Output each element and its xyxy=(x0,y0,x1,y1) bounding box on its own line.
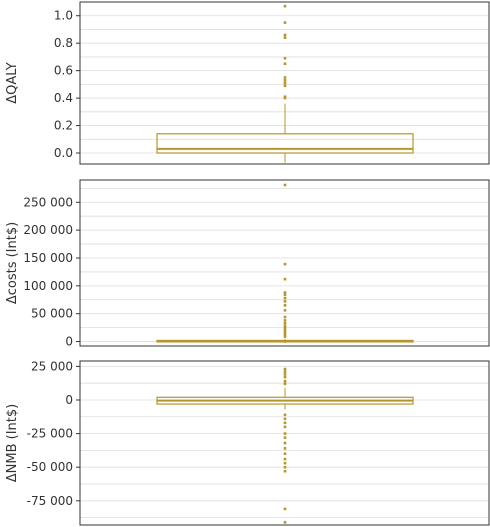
outlier-point xyxy=(283,413,287,417)
outlier-point xyxy=(283,373,287,376)
outlier-point xyxy=(283,331,287,334)
outlier-point xyxy=(283,62,287,66)
outlier-point xyxy=(283,95,287,99)
outlier-point xyxy=(283,183,287,187)
y-tick-label: 0 xyxy=(65,335,73,349)
outlier-point xyxy=(283,321,287,325)
outlier-point xyxy=(283,465,287,469)
outlier-point xyxy=(283,84,287,88)
y-tick-label: 250 000 xyxy=(23,195,73,209)
outlier-point xyxy=(283,436,287,439)
y-tick-label: 25 000 xyxy=(31,359,73,373)
outlier-point xyxy=(283,329,287,332)
y-axis-label: ΔQALY xyxy=(5,62,20,104)
y-tick-label: 150 000 xyxy=(23,251,73,265)
outlier-point xyxy=(283,461,287,465)
outlier-point xyxy=(283,417,287,421)
y-tick-label: 0.6 xyxy=(54,64,73,78)
outlier-point xyxy=(283,452,287,456)
outlier-point xyxy=(283,309,287,312)
outlier-point xyxy=(283,333,287,337)
outlier-point xyxy=(283,379,287,383)
y-tick-label: -75 000 xyxy=(27,494,73,508)
panel-frame xyxy=(79,360,490,526)
y-tick-label: 0 xyxy=(65,393,73,407)
outlier-point xyxy=(283,441,287,445)
outlier-point xyxy=(283,36,287,39)
outlier-point xyxy=(283,432,287,435)
outlier-point xyxy=(283,335,287,338)
outlier-point xyxy=(283,4,287,8)
outlier-point xyxy=(283,421,287,425)
y-tick-label: 0.2 xyxy=(54,119,73,133)
y-axis-label: ΔNMB (Int$) xyxy=(5,404,20,482)
outlier-point xyxy=(283,469,287,473)
outlier-point xyxy=(283,21,287,24)
outlier-point xyxy=(283,76,287,79)
outlier-point xyxy=(283,367,287,371)
outlier-point xyxy=(283,262,287,266)
outlier-point xyxy=(283,96,287,100)
outlier-point xyxy=(283,319,287,322)
outlier-point xyxy=(283,293,287,297)
outlier-point xyxy=(283,370,287,374)
outlier-point xyxy=(283,304,287,307)
outlier-point xyxy=(283,375,287,379)
y-tick-label: -50 000 xyxy=(27,460,73,474)
y-tick-label: 50 000 xyxy=(31,307,73,321)
y-tick-label: 200 000 xyxy=(23,223,73,237)
iqr-box xyxy=(156,133,414,154)
outlier-point xyxy=(283,277,287,281)
outlier-point xyxy=(283,425,287,429)
panel-frame xyxy=(79,1,490,165)
outlier-point xyxy=(283,33,287,37)
outlier-point xyxy=(283,56,287,60)
outlier-point xyxy=(283,78,287,82)
outlier-point xyxy=(283,324,287,328)
outlier-point xyxy=(283,291,287,294)
outlier-point xyxy=(283,296,287,300)
outlier-point xyxy=(283,457,287,461)
outlier-point xyxy=(283,382,287,386)
y-tick-label: 1.0 xyxy=(54,9,73,23)
outlier-point xyxy=(283,300,287,303)
panel-frame xyxy=(79,179,490,347)
y-tick-label: 0.0 xyxy=(54,146,73,160)
y-axis-label: Δcosts (Int$) xyxy=(5,222,20,304)
y-tick-label: 100 000 xyxy=(23,279,73,293)
outlier-point xyxy=(283,507,287,511)
y-tick-label: -25 000 xyxy=(27,427,73,441)
outlier-point xyxy=(283,81,287,85)
outlier-point xyxy=(283,326,287,330)
outlier-point xyxy=(283,521,287,524)
outlier-point xyxy=(283,315,287,319)
y-tick-label: 0.4 xyxy=(54,91,73,105)
y-tick-label: 0.8 xyxy=(54,36,73,50)
outlier-point xyxy=(283,447,287,450)
